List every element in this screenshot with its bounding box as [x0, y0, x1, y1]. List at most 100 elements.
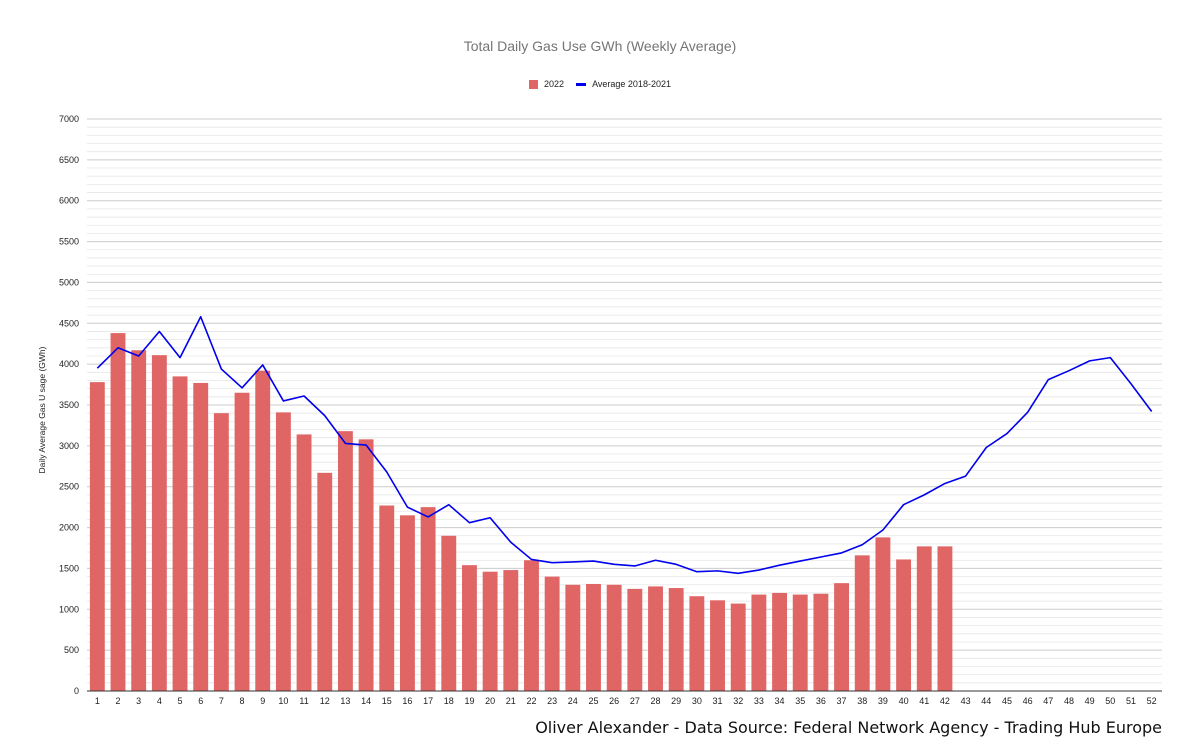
x-tick-label: 50: [1105, 696, 1115, 706]
x-tick-label: 43: [961, 696, 971, 706]
bar-2022-week-11: [296, 434, 312, 691]
x-tick-label: 6: [198, 696, 203, 706]
x-tick-label: 22: [526, 696, 536, 706]
x-tick-label: 21: [506, 696, 516, 706]
bar-2022-week-42: [937, 546, 953, 691]
bar-2022-week-27: [627, 588, 643, 691]
x-tick-label: 2: [116, 696, 121, 706]
bar-2022-week-10: [275, 412, 291, 691]
x-tick-label: 29: [671, 696, 681, 706]
x-tick-label: 31: [713, 696, 723, 706]
x-tick-label: 46: [1023, 696, 1033, 706]
bar-layer: [89, 333, 953, 691]
x-tick-label: 9: [260, 696, 265, 706]
bar-2022-week-40: [896, 559, 912, 691]
x-tick-label: 20: [485, 696, 495, 706]
line-layer: [96, 315, 1153, 575]
bar-2022-week-22: [524, 560, 539, 691]
legend-label-average: Average 2018-2021: [592, 79, 671, 89]
y-tick-label: 2000: [59, 523, 79, 533]
bar-2022-week-23: [544, 576, 560, 691]
y-tick-label: 4000: [59, 359, 79, 369]
x-tick-label: 5: [178, 696, 183, 706]
source-credit: Oliver Alexander - Data Source: Federal …: [535, 718, 1162, 737]
x-tick-label: 45: [1002, 696, 1012, 706]
x-tick-label: 34: [775, 696, 785, 706]
bar-2022-week-13: [337, 431, 353, 691]
x-tick-label: 27: [630, 696, 640, 706]
bar-2022-week-7: [213, 413, 229, 691]
x-tick-label: 35: [795, 696, 805, 706]
x-tick-label: 33: [754, 696, 764, 706]
bar-2022-week-37: [834, 583, 850, 691]
bar-2022-week-21: [503, 570, 519, 691]
legend-swatch-2022: [529, 79, 539, 89]
x-tick-label: 24: [568, 696, 578, 706]
y-tick-label: 500: [64, 645, 79, 655]
bar-2022-week-31: [710, 600, 725, 691]
bar-2022-week-8: [234, 392, 250, 691]
bar-2022-week-32: [730, 603, 746, 691]
bar-2022-week-14: [358, 439, 374, 691]
x-tick-label: 19: [464, 696, 474, 706]
bar-2022-week-24: [565, 584, 581, 691]
bar-2022-week-20: [482, 571, 498, 691]
x-tick-label: 32: [733, 696, 743, 706]
x-tick-label: 13: [340, 696, 350, 706]
bar-2022-week-30: [689, 596, 705, 691]
x-tick-label: 14: [361, 696, 371, 706]
bar-2022-week-3: [131, 350, 147, 691]
legend-label-2022: 2022: [544, 79, 565, 89]
x-tick-label: 23: [547, 696, 557, 706]
x-tick-label: 40: [899, 696, 909, 706]
chart-legend: 2022 Average 2018-2021: [0, 79, 1200, 89]
y-tick-label: 2500: [59, 482, 79, 492]
bar-2022-week-28: [648, 586, 663, 691]
x-tick-label: 28: [651, 696, 661, 706]
x-tick-label: 18: [444, 696, 454, 706]
x-tick-label: 39: [878, 696, 888, 706]
y-tick-label: 6000: [59, 196, 79, 206]
x-tick-label: 12: [320, 696, 330, 706]
bar-2022-week-18: [441, 535, 457, 691]
x-tick-label: 49: [1085, 696, 1095, 706]
x-tick-label: 15: [382, 696, 392, 706]
bar-2022-week-35: [792, 594, 808, 691]
y-tick-label: 5000: [59, 277, 79, 287]
x-tick-label: 10: [278, 696, 288, 706]
x-tick-label: 17: [423, 696, 433, 706]
bar-2022-week-38: [854, 555, 870, 691]
y-tick-label: 6500: [59, 155, 79, 165]
bar-2022-week-25: [586, 583, 601, 691]
x-tick-label: 25: [588, 696, 598, 706]
x-tick-label: 11: [299, 696, 308, 706]
bar-2022-week-36: [813, 593, 829, 691]
y-tick-label: 0: [74, 686, 79, 696]
bar-2022-week-34: [772, 592, 787, 691]
x-tick-label: 41: [919, 696, 929, 706]
x-tick-label: 30: [692, 696, 702, 706]
bar-2022-week-9: [255, 370, 271, 691]
x-tick-label: 44: [981, 696, 991, 706]
x-tick-label: 47: [1043, 696, 1053, 706]
bar-2022-week-15: [379, 505, 395, 691]
y-axis-title: Daily Average Gas U sage (GWh): [37, 346, 47, 473]
x-tick-label: 16: [402, 696, 412, 706]
bar-2022-week-2: [110, 333, 126, 691]
axis-layer: 0 500 1000 1500 2000 2500 3000 3500 4000 4500 5000…: [59, 114, 1162, 706]
y-tick-label: 3500: [59, 400, 79, 410]
chart-title: Total Daily Gas Use GWh (Weekly Average): [463, 38, 737, 54]
bar-2022-week-29: [668, 588, 684, 691]
x-tick-label: 38: [857, 696, 867, 706]
bar-2022-week-12: [317, 472, 333, 691]
x-tick-label: 8: [240, 696, 245, 706]
x-tick-label: 48: [1064, 696, 1074, 706]
legend-item-2022: 2022: [529, 79, 564, 89]
x-tick-label: 52: [1147, 696, 1157, 706]
bar-2022-week-41: [916, 546, 932, 691]
y-tick-label: 1000: [59, 604, 79, 614]
bar-2022-week-16: [399, 515, 415, 691]
bar-2022-week-33: [751, 594, 767, 691]
